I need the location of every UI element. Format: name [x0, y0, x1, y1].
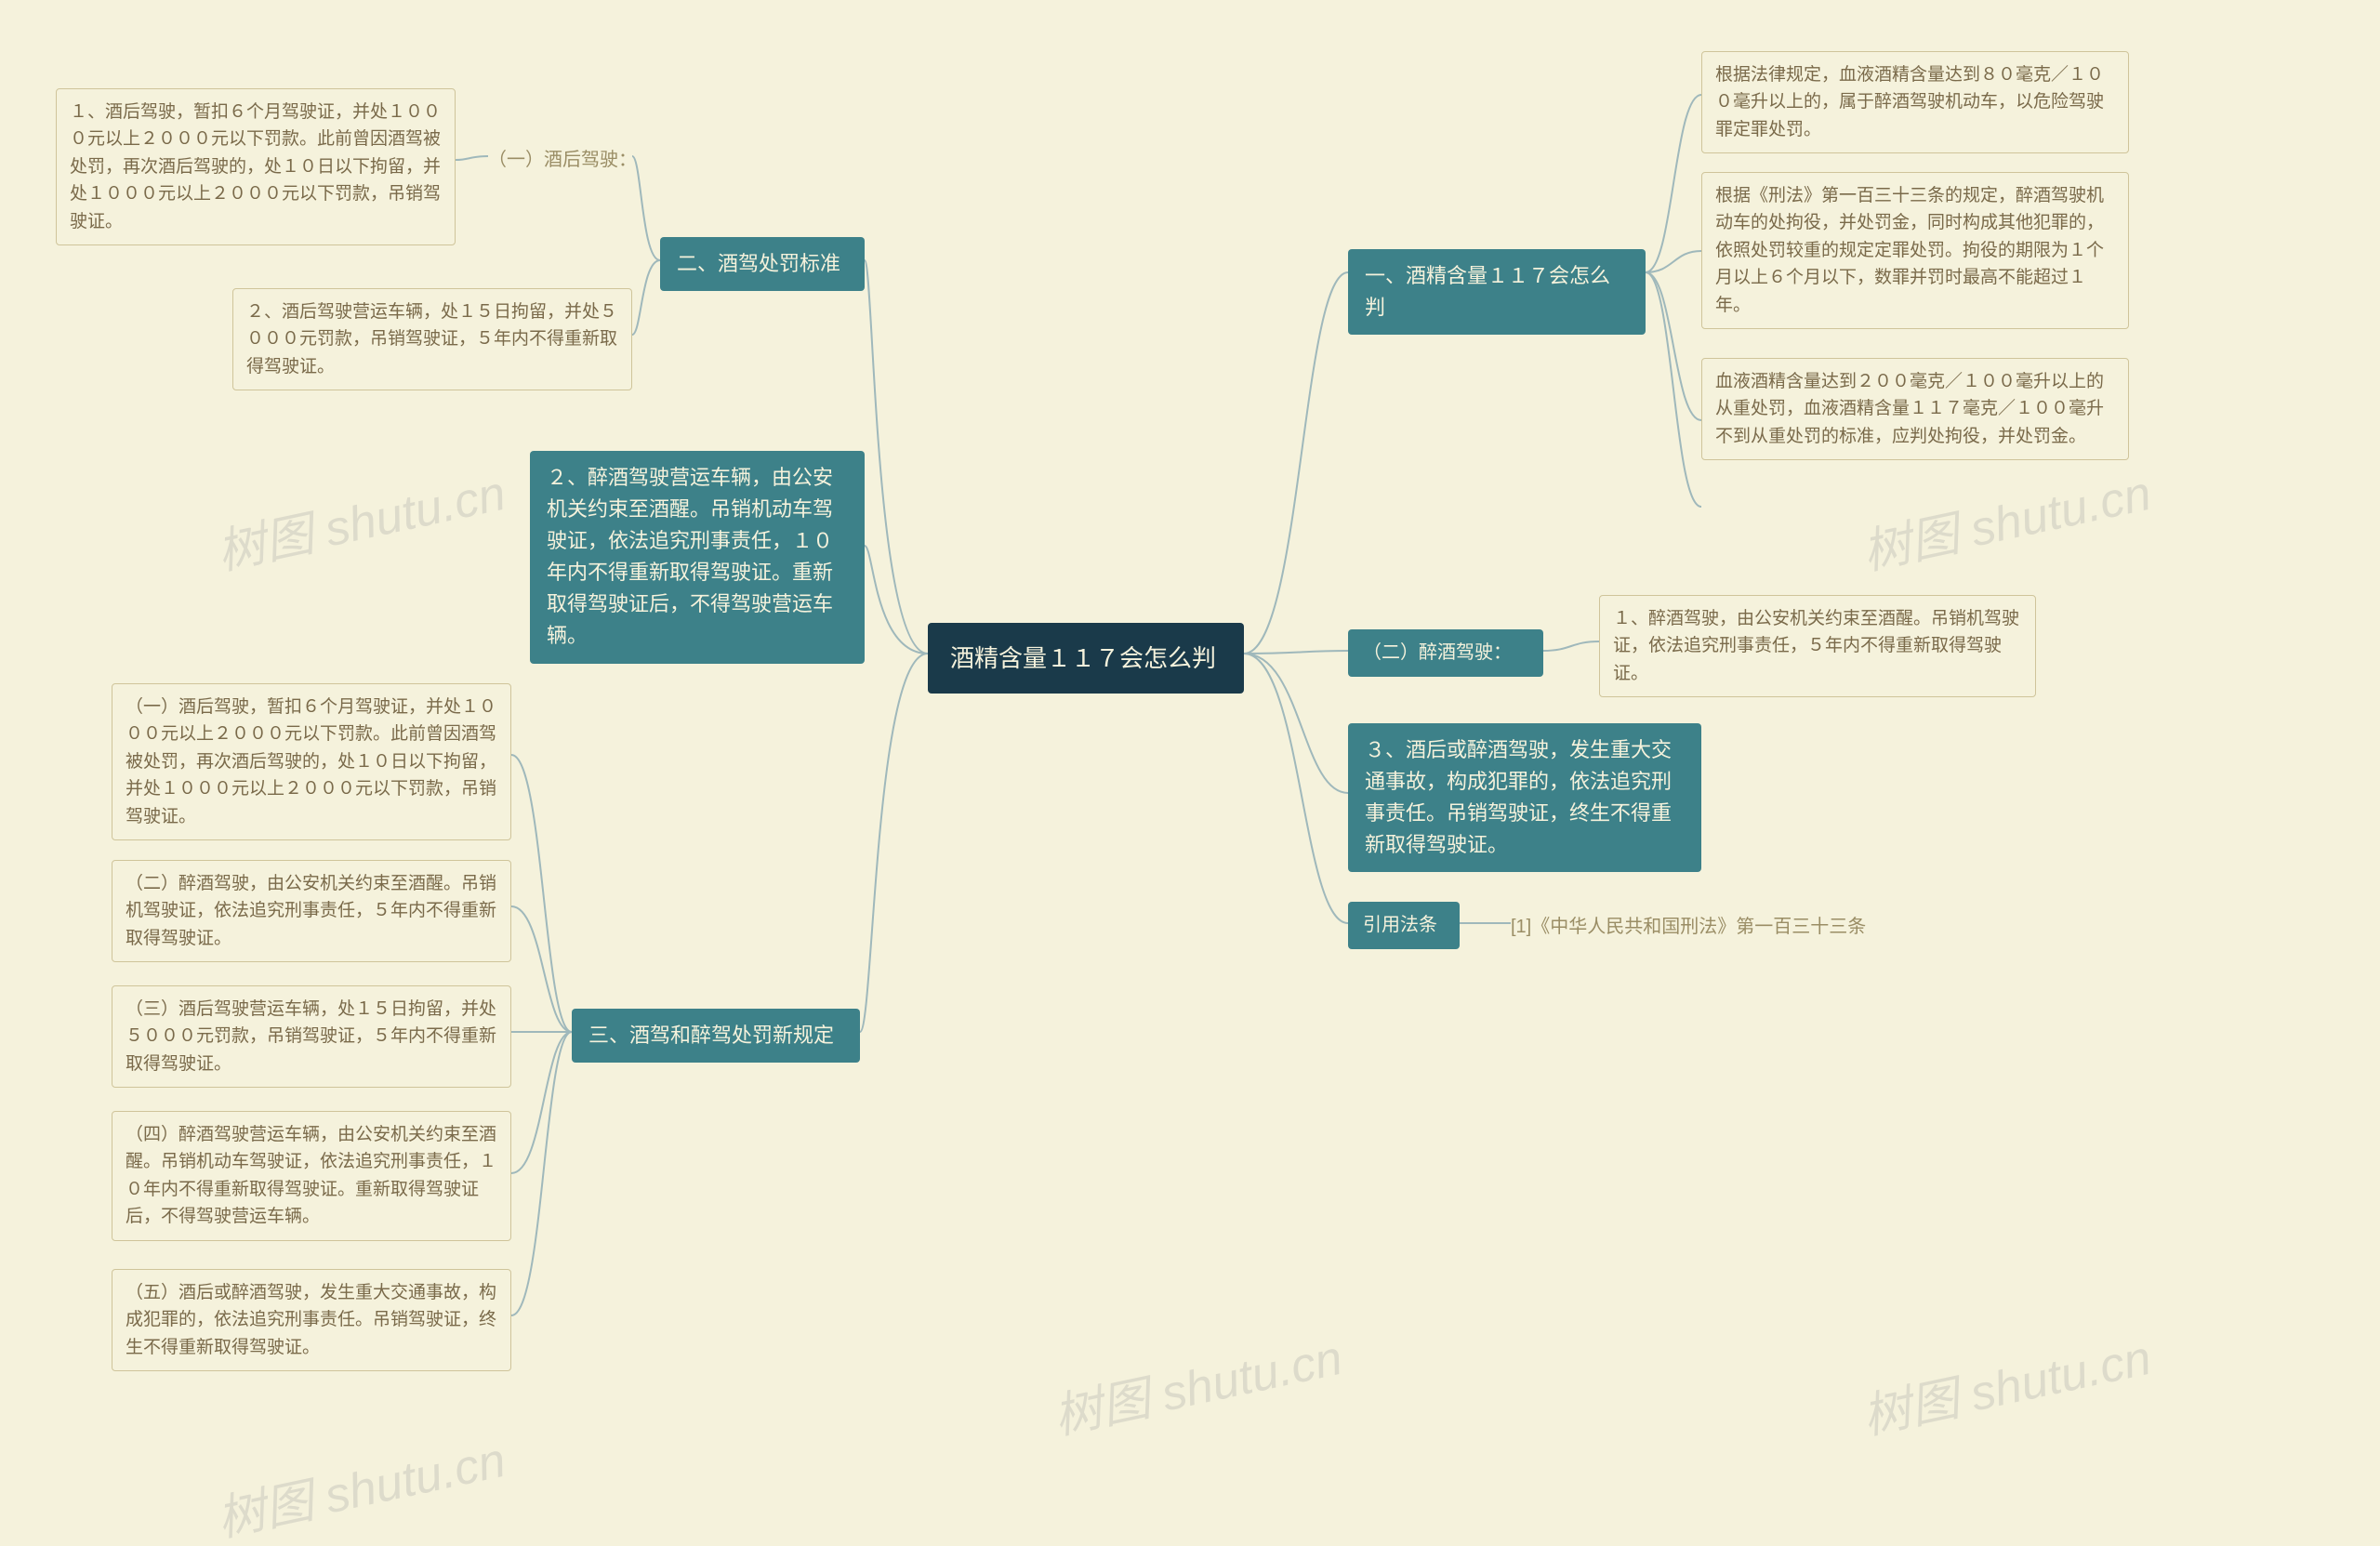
sub-label-l1: （一）酒后驾驶： — [488, 144, 637, 171]
branch-left-3: 三、酒驾和醉驾处罚新规定 — [572, 1009, 860, 1063]
branch-right-3: ３、酒后或醉酒驾驶，发生重大交通事故，构成犯罪的，依法追究刑事责任。吊销驾驶证，… — [1348, 723, 1701, 872]
watermark: 树图 shutu.cn — [1856, 1318, 2157, 1447]
leaf-l3-0: （一）酒后驾驶，暂扣６个月驾驶证，并处１０００元以上２０００元以下罚款。此前曾因… — [112, 683, 511, 840]
watermark: 树图 shutu.cn — [210, 454, 511, 583]
watermark: 树图 shutu.cn — [1047, 1318, 1348, 1447]
leaf-r2: １、醉酒驾驶，由公安机关约束至酒醒。吊销机驾驶证，依法追究刑事责任，５年内不得重… — [1599, 595, 2036, 697]
branch-right-4: 引用法条 — [1348, 902, 1460, 949]
leaf-l1-0: １、酒后驾驶，暂扣６个月驾驶证，并处１０００元以上２０００元以下罚款。此前曾因酒… — [56, 88, 456, 245]
leaf-r4: [1]《中华人民共和国刑法》第一百三十三条 — [1511, 911, 1866, 938]
watermark: 树图 shutu.cn — [1856, 454, 2157, 583]
watermark: 树图 shutu.cn — [210, 1420, 511, 1546]
leaf-l3-3: （四）醉酒驾驶营运车辆，由公安机关约束至酒醒。吊销机动车驾驶证，依法追究刑事责任… — [112, 1111, 511, 1241]
leaf-l3-1: （二）醉酒驾驶，由公安机关约束至酒醒。吊销机驾驶证，依法追究刑事责任，５年内不得… — [112, 860, 511, 962]
leaf-r1-2: 血液酒精含量达到２００毫克／１００毫升以上的从重处罚，血液酒精含量１１７毫克／１… — [1701, 358, 2129, 460]
branch-left-2: ２、醉酒驾驶营运车辆，由公安机关约束至酒醒。吊销机动车驾驶证，依法追究刑事责任，… — [530, 451, 865, 664]
root-node: 酒精含量１１７会怎么判 — [928, 623, 1244, 694]
leaf-r1-0: 根据法律规定，血液酒精含量达到８０毫克／１００毫升以上的，属于醉酒驾驶机动车，以… — [1701, 51, 2129, 153]
branch-right-2: （二）醉酒驾驶： — [1348, 629, 1543, 677]
leaf-l3-2: （三）酒后驾驶营运车辆，处１５日拘留，并处５０００元罚款，吊销驾驶证，５年内不得… — [112, 985, 511, 1088]
leaf-l1-1: ２、酒后驾驶营运车辆，处１５日拘留，并处５０００元罚款，吊销驾驶证，５年内不得重… — [232, 288, 632, 390]
leaf-r1-1: 根据《刑法》第一百三十三条的规定，醉酒驾驶机动车的处拘役，并处罚金，同时构成其他… — [1701, 172, 2129, 329]
branch-right-1: 一、酒精含量１１７会怎么判 — [1348, 249, 1646, 335]
branch-left-1: 二、酒驾处罚标准 — [660, 237, 865, 291]
leaf-l3-4: （五）酒后或醉酒驾驶，发生重大交通事故，构成犯罪的，依法追究刑事责任。吊销驾驶证… — [112, 1269, 511, 1371]
